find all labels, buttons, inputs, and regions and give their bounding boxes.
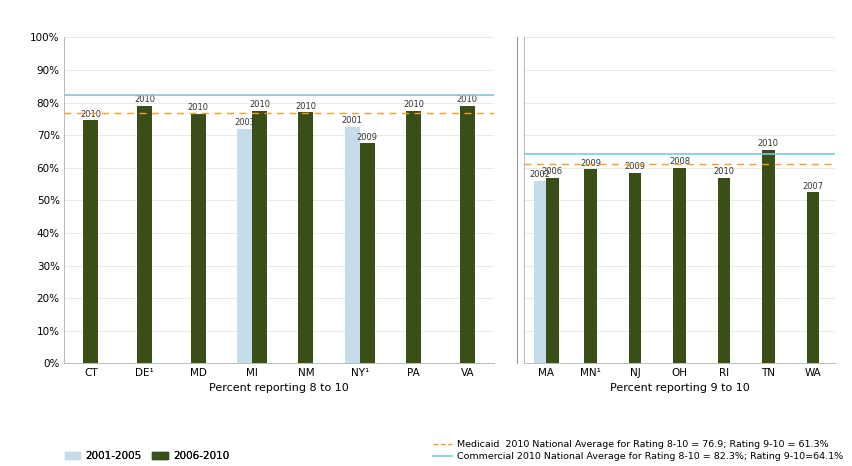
Text: 2010: 2010 [403,100,424,109]
Bar [298,112,314,363]
Legend: Medicaid  2010 National Average for Rating 8-10 = 76.9; Rating 9-10 = 61.3%, Com: Medicaid 2010 National Average for Ratin… [434,440,843,461]
Text: 2002: 2002 [529,170,550,179]
Text: 2009: 2009 [625,162,646,171]
Text: 2010: 2010 [134,95,155,104]
Text: 2008: 2008 [669,157,690,166]
Text: 2010: 2010 [713,167,734,176]
Bar [191,114,206,363]
Bar [673,168,686,363]
Bar [460,106,475,363]
Bar [345,127,360,363]
Bar [360,144,375,363]
Text: 2003: 2003 [234,118,255,127]
Text: 2010: 2010 [187,103,209,112]
Bar [546,178,559,363]
Text: 2010: 2010 [296,102,316,111]
Text: 2006: 2006 [542,167,563,176]
Text: 2009: 2009 [580,159,602,168]
Text: 2010: 2010 [80,110,101,119]
Bar [762,150,774,363]
Bar [629,173,642,363]
Text: 2009: 2009 [357,133,377,142]
Bar [137,106,153,363]
Bar [807,192,819,363]
Text: 2001: 2001 [342,116,363,125]
X-axis label: Percent reporting 9 to 10: Percent reporting 9 to 10 [609,383,750,393]
Text: 2010: 2010 [757,139,779,148]
Text: 2010: 2010 [457,95,478,104]
Legend: 2001-2005, 2006-2010: 2001-2005, 2006-2010 [65,451,229,461]
Bar [717,178,730,363]
Bar [406,111,421,363]
Bar [252,111,268,363]
Text: 2010: 2010 [249,100,270,109]
Bar [83,121,98,363]
Text: 2007: 2007 [803,182,823,191]
Bar [533,181,546,363]
Bar [584,170,597,363]
X-axis label: Percent reporting 8 to 10: Percent reporting 8 to 10 [209,383,349,393]
Bar [237,129,252,363]
